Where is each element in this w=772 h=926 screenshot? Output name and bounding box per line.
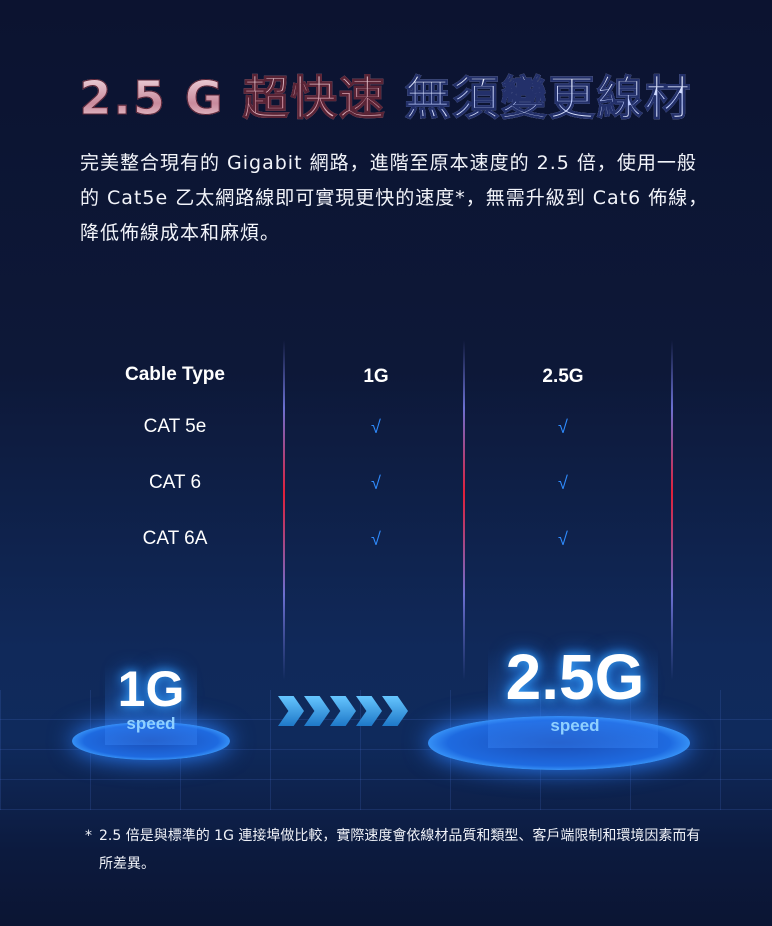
arrows-icon xyxy=(278,696,408,726)
check-icon: √ xyxy=(371,473,381,493)
headline-part2: 無須變更線材 xyxy=(404,71,693,126)
divider xyxy=(283,340,285,680)
footnote-text: 2.5 倍是與標準的 1G 連接埠做比較，實際速度會依線材品質和類型、客戶端限制… xyxy=(99,828,701,872)
check-icon: √ xyxy=(558,473,568,493)
footnote: * 2.5 倍是與標準的 1G 連接埠做比較，實際速度會依線材品質和類型、客戶端… xyxy=(85,822,705,878)
speed-2-5g-value: 2.5G xyxy=(505,641,645,713)
check-icon: √ xyxy=(371,417,381,437)
headline: 2.5 G 超快速 無須變更線材 xyxy=(0,62,772,128)
speed-2-5g-unit: speed xyxy=(550,716,600,735)
divider xyxy=(463,340,465,680)
intro-paragraph: 完美整合現有的 Gigabit 網路，進階至原本速度的 2.5 倍，使用一般的 … xyxy=(80,152,709,244)
row-type: CAT 6A xyxy=(142,528,208,549)
header-2-5g: 2.5G xyxy=(542,366,584,387)
headline-part1: 2.5 G 超快速 xyxy=(79,71,387,126)
row-type: CAT 5e xyxy=(143,416,207,437)
divider xyxy=(671,340,673,680)
check-icon: √ xyxy=(558,529,568,549)
speed-1g-value: 1G xyxy=(117,661,185,717)
hologram xyxy=(488,648,658,748)
row-type: CAT 6 xyxy=(148,472,202,493)
platform-1g xyxy=(72,722,230,760)
speed-1g-unit: speed xyxy=(126,714,176,733)
footnote-mark: * xyxy=(85,828,92,844)
platform-2-5g xyxy=(428,716,690,770)
header-cable-type: Cable Type xyxy=(125,364,225,385)
check-icon: √ xyxy=(371,529,381,549)
header-1g: 1G xyxy=(363,366,389,387)
check-icon: √ xyxy=(558,417,568,437)
hologram xyxy=(105,665,197,745)
